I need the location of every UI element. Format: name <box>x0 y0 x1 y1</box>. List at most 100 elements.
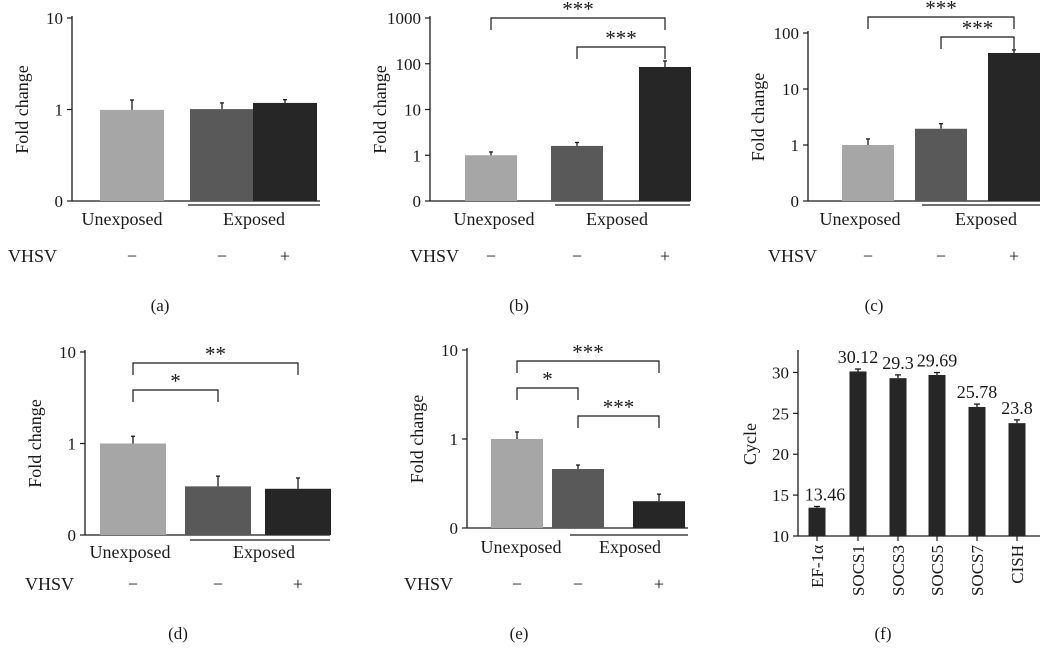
vhsv-label: VHSV <box>404 574 453 594</box>
chart-panel-f: 10 15 20 25 30 Cycle 13.46 30.12 29.3 29.69 25.782… <box>740 347 1040 643</box>
data-label: 30.12 <box>838 347 879 367</box>
data-label: 25.78 <box>957 382 998 402</box>
significance-label: *** <box>962 16 994 40</box>
category-label: SOCS5 <box>928 545 947 596</box>
group-label-exposed: Exposed <box>223 209 285 229</box>
panel-label: (f) <box>875 624 892 643</box>
significance-bracket <box>490 17 666 30</box>
bar <box>1008 423 1026 536</box>
y-tick-label: 0 <box>68 526 77 545</box>
significance-bracket <box>577 415 660 428</box>
group-label-exposed: Exposed <box>233 542 295 562</box>
significance-bracket <box>940 36 1015 49</box>
vhsv-label: VHSV <box>768 246 817 266</box>
y-tick-label: 1 <box>55 101 64 120</box>
y-axis-label: Fold change <box>407 395 427 483</box>
significance-label: *** <box>572 340 604 364</box>
panel-label: (c) <box>865 296 884 315</box>
significance-bracket <box>576 46 666 59</box>
significance-label: *** <box>605 26 637 50</box>
y-axis-label: Cycle <box>740 423 760 465</box>
vhsv-value: − <box>128 574 138 594</box>
y-tick-label: 1000 <box>387 9 421 28</box>
y-tick-label: 10 <box>59 343 76 362</box>
vhsv-label: VHSV <box>25 574 74 594</box>
significance-label: * <box>170 369 181 393</box>
y-tick-label: 1 <box>450 430 459 449</box>
category-label: SOCS1 <box>849 545 868 596</box>
chart-panel-b: 0 1 10 100 1000 Fold change Unexposed Exposed VH… <box>370 0 691 315</box>
y-tick-label: 20 <box>772 445 789 464</box>
vhsv-value: − <box>572 246 582 266</box>
y-tick-label: 10 <box>782 80 799 99</box>
y-tick-label: 15 <box>772 486 789 505</box>
vhsv-value: − <box>213 574 223 594</box>
bar <box>253 102 317 201</box>
significance-bracket <box>132 389 219 402</box>
y-tick-label: 1 <box>413 146 422 165</box>
group-label-unexposed: Unexposed <box>454 209 535 229</box>
y-tick-label: 25 <box>772 404 789 423</box>
bar <box>639 66 691 201</box>
vhsv-value: + <box>293 574 303 594</box>
panel-label: (e) <box>510 624 529 643</box>
vhsv-value: − <box>863 246 873 266</box>
significance-label: *** <box>562 0 594 21</box>
y-tick-label: 10 <box>772 527 789 546</box>
bar <box>849 371 867 536</box>
y-tick-label: 0 <box>450 519 459 538</box>
bar <box>928 374 946 536</box>
category-label: EF-1α <box>808 545 827 588</box>
y-tick-label: 0 <box>791 192 800 211</box>
panel-label: (a) <box>151 296 170 315</box>
significance-label: *** <box>925 0 957 20</box>
significance-label: ** <box>205 342 226 366</box>
category-label: SOCS7 <box>968 545 987 597</box>
significance-bracket <box>867 16 1015 29</box>
vhsv-value: − <box>573 574 583 594</box>
significance-label: *** <box>603 395 635 419</box>
y-tick-label: 10 <box>404 101 421 120</box>
chart-panel-a: 0 1 10 Fold change Unexposed Exposed VHSV − − + (a… <box>8 9 320 315</box>
y-tick-label: 0 <box>55 192 64 211</box>
y-axis-label: Fold change <box>12 65 32 153</box>
vhsv-value: − <box>486 246 496 266</box>
y-tick-label: 1 <box>791 136 800 155</box>
data-label: 13.46 <box>805 484 846 504</box>
vhsv-value: + <box>1009 246 1019 266</box>
y-tick-label: 100 <box>774 24 800 43</box>
y-axis-label: Fold change <box>370 65 390 153</box>
bar <box>552 469 604 528</box>
data-label: 29.3 <box>882 353 914 373</box>
bar <box>465 155 517 201</box>
significance-bracket <box>516 360 660 373</box>
bar <box>915 128 967 201</box>
bar <box>633 501 685 528</box>
vhsv-label: VHSV <box>8 246 57 266</box>
bar <box>889 378 907 536</box>
vhsv-value: − <box>512 574 522 594</box>
data-label: 29.69 <box>917 351 958 371</box>
significance-label: * <box>542 367 553 391</box>
vhsv-value: − <box>936 246 946 266</box>
y-tick-label: 30 <box>772 363 789 382</box>
y-axis-label: Fold change <box>25 399 45 487</box>
bar <box>842 145 894 201</box>
y-tick-label: 0 <box>413 192 422 211</box>
bar <box>808 507 826 536</box>
group-label-unexposed: Unexposed <box>90 542 171 562</box>
bar <box>491 439 543 528</box>
vhsv-label: VHSV <box>410 246 459 266</box>
group-label-exposed: Exposed <box>599 537 661 557</box>
vhsv-value: − <box>217 246 227 266</box>
vhsv-value: − <box>127 246 137 266</box>
data-label: 23.8 <box>1001 398 1033 418</box>
panel-label: (d) <box>168 624 188 643</box>
y-tick-label: 10 <box>441 341 458 360</box>
vhsv-value: + <box>660 246 670 266</box>
y-axis-label: Fold change <box>748 73 768 161</box>
group-label-unexposed: Unexposed <box>82 209 163 229</box>
